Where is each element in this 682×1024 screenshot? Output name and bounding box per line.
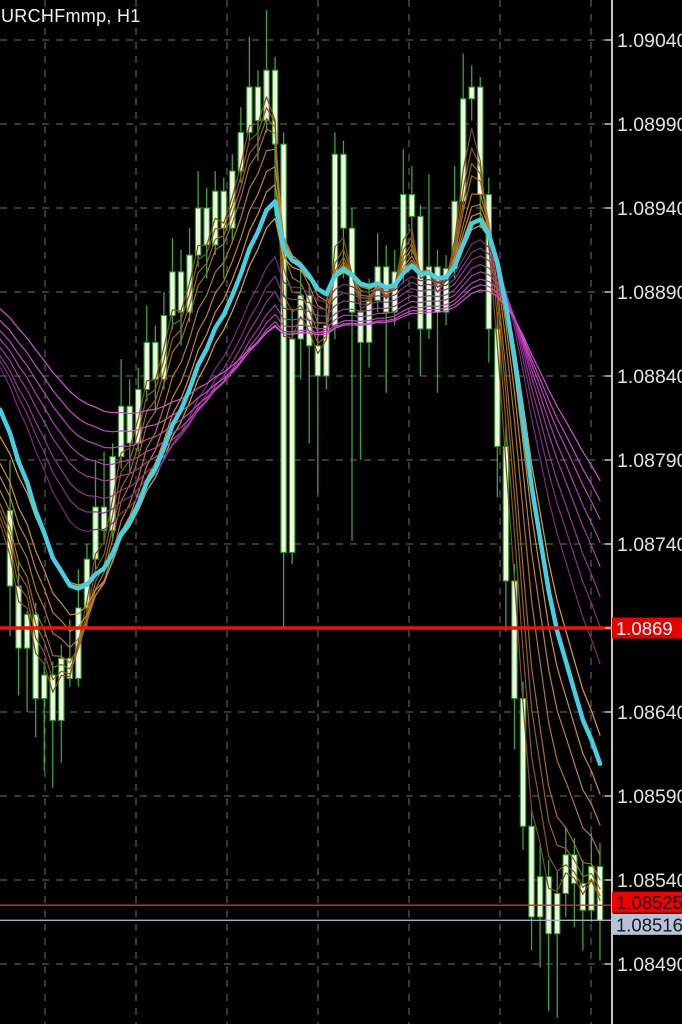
axis-label: 1.08940 (617, 198, 682, 220)
candle-body (357, 311, 364, 343)
candle-body (177, 271, 185, 313)
horizontal-line-badge-value: 1.0869 (616, 618, 673, 639)
candle-body (579, 882, 587, 911)
signal-ma-line (0, 199, 603, 766)
candle-body (314, 345, 322, 377)
axis-label: 1.08590 (617, 786, 682, 808)
candle-body (468, 86, 475, 100)
candle-body (246, 86, 253, 133)
candle-body (49, 674, 56, 721)
candle-body (229, 170, 236, 229)
candle-body (271, 69, 279, 145)
candle-body (169, 271, 176, 317)
signal-ma (0, 199, 603, 766)
candle-body (100, 506, 108, 532)
axis-label: 1.08840 (617, 366, 682, 388)
slow-ema-ribbon (0, 239, 601, 665)
slow-ema-ribbon-line (0, 278, 601, 520)
candle-body (15, 585, 22, 649)
axis-background (612, 0, 682, 1024)
candle-body (40, 674, 48, 700)
slow-ema-ribbon-line (0, 289, 601, 481)
candle-body (254, 86, 262, 122)
axis-label: 1.08490 (617, 954, 682, 976)
fast-ema-ribbon-line (0, 107, 601, 897)
candle-body (528, 825, 535, 918)
axis-label: 1.08990 (617, 114, 682, 136)
fast-ema-ribbon-line (0, 96, 601, 901)
candle-body (194, 207, 202, 256)
candle-body (596, 866, 604, 921)
candle-body (323, 325, 330, 377)
price-axis[interactable]: 1.09040 1.08990 1.08940 1.08890 1.08840 1.087… (605, 0, 682, 1024)
candle-body (365, 299, 373, 343)
chart-symbol-title: URCHFmmp, H1 (1, 6, 141, 26)
ask-line-badge: 1.08525 (612, 891, 682, 913)
axis-label: 1.08640 (617, 702, 682, 724)
axis-label: 1.08790 (617, 450, 682, 472)
candle-body (425, 266, 433, 330)
candle-body (126, 405, 133, 444)
candle-body (58, 657, 65, 721)
candle-body (288, 338, 296, 553)
axis-label: 1.08890 (617, 282, 682, 304)
candle-body (143, 341, 151, 390)
candle-body (408, 194, 416, 217)
candlesticks (6, 9, 604, 1018)
horizontal-line-badge[interactable]: 1.0869 (612, 617, 682, 640)
candle-body (588, 866, 595, 911)
bid-line-badge-value: 1.08516 (616, 914, 682, 935)
candle-body (280, 143, 287, 553)
candle-body (536, 876, 544, 918)
candle-body (502, 446, 510, 582)
candle-body (553, 892, 561, 935)
axis-label: 1.08540 (617, 870, 682, 892)
fast-ema-ribbon-line (0, 128, 601, 881)
axis-label: 1.08740 (617, 534, 682, 556)
ask-line-badge-value: 1.08525 (616, 892, 682, 913)
candle-body (511, 580, 518, 700)
candle-body (263, 69, 270, 122)
candle-body (519, 698, 527, 827)
axis-label: 1.09040 (617, 30, 682, 52)
candle-body (92, 506, 99, 560)
candle-body (23, 614, 31, 649)
bid-line-badge: 1.08516 (612, 913, 682, 935)
candle-body (340, 153, 347, 229)
